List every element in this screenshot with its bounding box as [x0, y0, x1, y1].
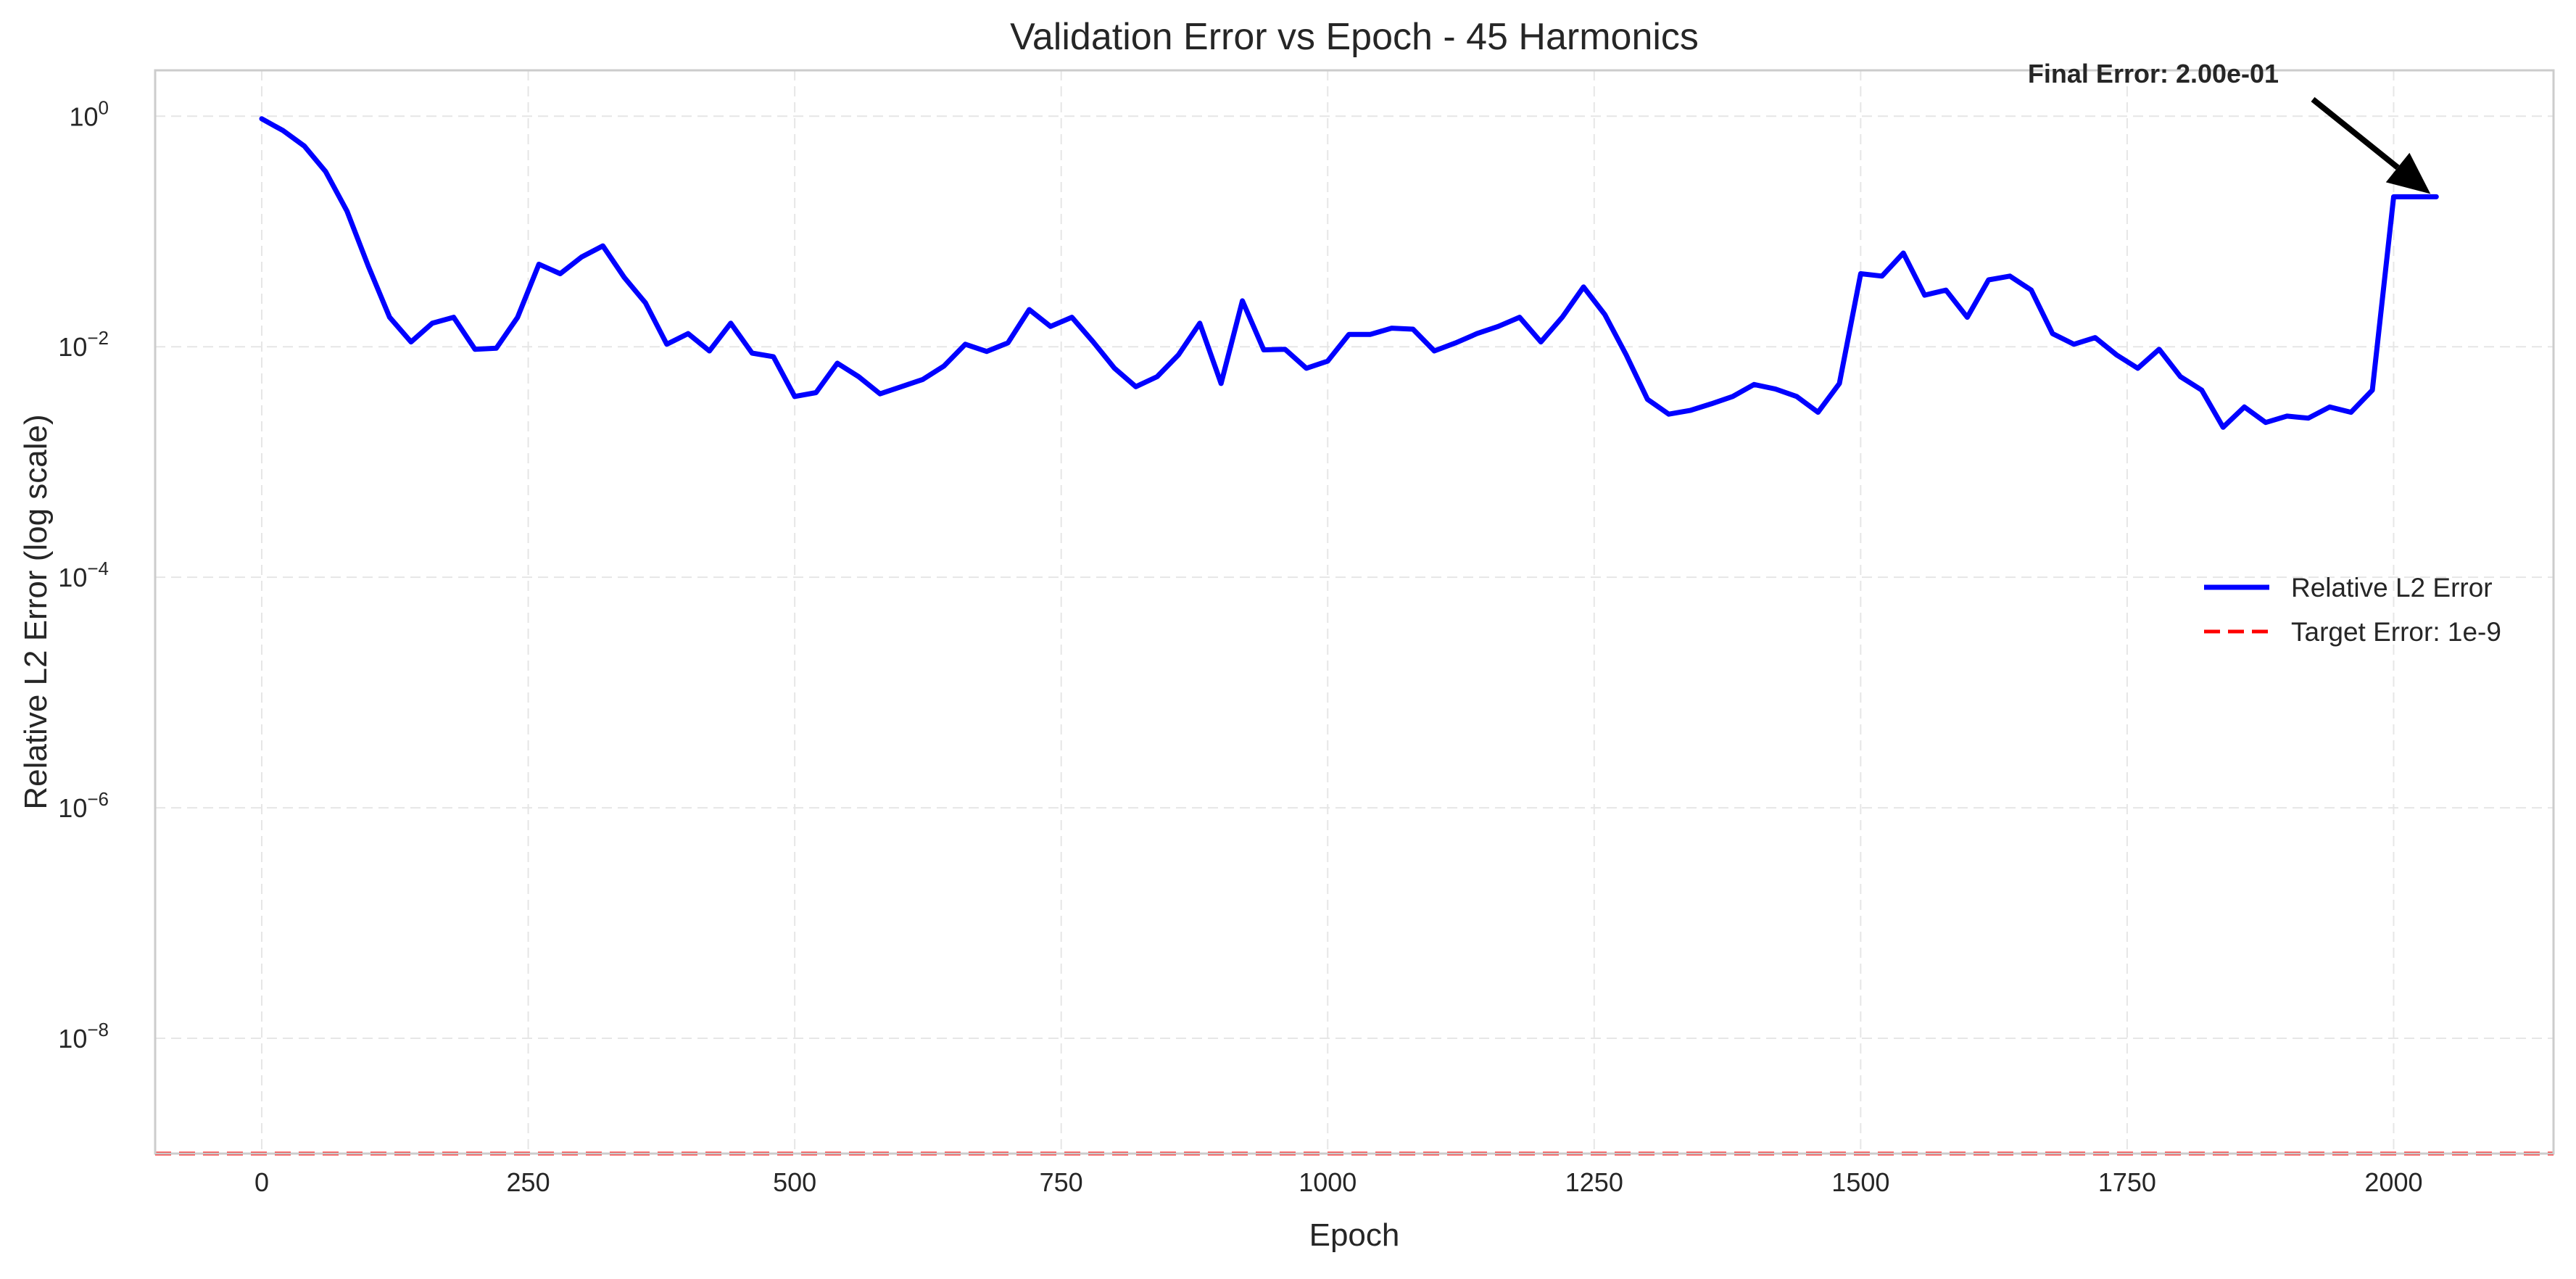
x-tick-label: 0 — [254, 1167, 269, 1197]
x-tick-label: 1250 — [1565, 1167, 1623, 1197]
x-tick-label: 1750 — [2098, 1167, 2156, 1197]
x-tick-label: 250 — [507, 1167, 550, 1197]
annotation-text: Final Error: 2.00e-01 — [2028, 59, 2279, 88]
y-tick-label: 10−6 — [58, 788, 109, 823]
y-axis-label: Relative L2 Error (log scale) — [18, 414, 54, 809]
legend-label-relative-l2: Relative L2 Error — [2291, 573, 2493, 603]
y-tick-label: 10−4 — [58, 558, 109, 592]
chart-title: Validation Error vs Epoch - 45 Harmonics — [1010, 16, 1699, 58]
legend: Relative L2 Error Target Error: 1e-9 — [2204, 573, 2501, 647]
y-tick-label: 10−2 — [58, 327, 109, 362]
annotation-arrow-head — [2385, 152, 2431, 194]
series-group — [259, 116, 2439, 430]
x-tick-label: 2000 — [2364, 1167, 2422, 1197]
y-tick-label: 10−8 — [58, 1019, 109, 1054]
plot-frame — [154, 69, 2555, 1155]
x-axis-label: Epoch — [1309, 1217, 1400, 1253]
grid — [155, 70, 2554, 1154]
x-tick-label: 750 — [1040, 1167, 1083, 1197]
x-tick-labels: 0 250 500 750 1000 1250 1500 1750 2000 — [254, 1167, 2423, 1197]
annotation-arrow-shaft — [2311, 96, 2400, 170]
y-tick-labels: 10−8 10−6 10−4 10−2 100 — [58, 96, 109, 1054]
final-error-annotation: Final Error: 2.00e-01 — [2028, 59, 2431, 194]
x-tick-label: 1500 — [1831, 1167, 1889, 1197]
series-line-relative-l2-error — [259, 116, 2439, 430]
x-tick-label: 1000 — [1299, 1167, 1357, 1197]
y-tick-label: 100 — [69, 96, 109, 131]
legend-label-target: Target Error: 1e-9 — [2291, 617, 2501, 647]
x-tick-label: 500 — [773, 1167, 816, 1197]
